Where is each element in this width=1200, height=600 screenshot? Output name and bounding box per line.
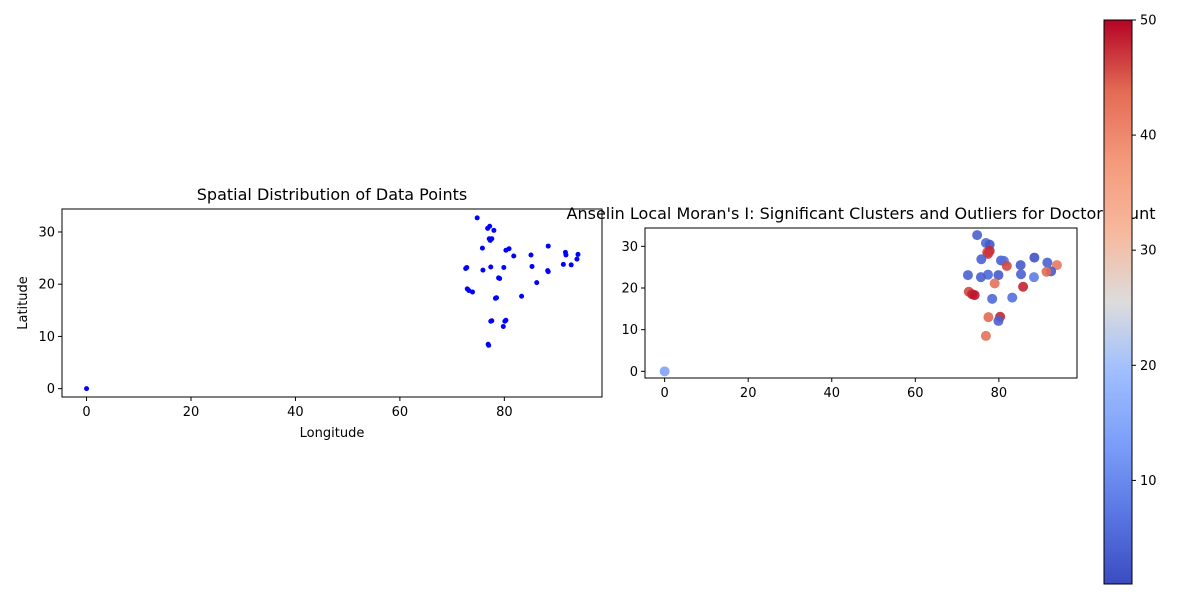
data-point <box>500 324 506 329</box>
colorbar-tick-label: 20 <box>1140 359 1157 374</box>
data-point <box>575 251 581 257</box>
chart2-y-tick-label: 30 <box>621 240 638 255</box>
moran-point <box>1016 269 1027 280</box>
moran-point <box>1028 272 1039 283</box>
moran-point <box>980 330 991 341</box>
chart2-y-tick-label: 10 <box>621 323 638 338</box>
data-point <box>563 252 569 258</box>
data-point <box>545 243 551 249</box>
moran-point <box>989 278 1000 289</box>
moran-point <box>1015 260 1026 271</box>
chart1-y-tick-label: 0 <box>47 382 55 397</box>
chart1-x-tick-label: 40 <box>287 405 304 420</box>
moran-point <box>1051 260 1062 271</box>
moran-point <box>983 248 994 259</box>
colorbar-tick-label: 30 <box>1140 244 1157 259</box>
data-point <box>511 253 517 259</box>
data-point <box>560 261 566 267</box>
moran-point <box>975 272 986 283</box>
chart2-x-tick-label: 40 <box>823 386 840 401</box>
data-point <box>491 227 497 233</box>
chart1-x-tick-label: 80 <box>496 405 513 420</box>
data-point <box>492 295 498 301</box>
chart2-axes-frame <box>644 227 1078 379</box>
moran-point <box>969 290 980 301</box>
moran-point <box>993 270 1004 281</box>
chart2-title: Anselin Local Moran's I: Significant Clu… <box>567 204 1156 223</box>
moran-point <box>983 312 994 323</box>
chart2-x-tick-label: 80 <box>991 386 1008 401</box>
data-point <box>534 280 540 286</box>
chart2-y-tick-label: 20 <box>621 282 638 297</box>
colorbar-tick-label: 50 <box>1140 14 1157 29</box>
chart1-x-tick-label: 60 <box>392 405 409 420</box>
chart2-y-tick-label: 0 <box>630 365 638 380</box>
data-point <box>545 269 551 275</box>
chart2-ticks: 0 20 40 60 80 0 10 20 30 <box>621 240 1007 401</box>
chart1-x-tick-label: 20 <box>183 405 200 420</box>
data-point <box>519 293 525 299</box>
chart1-y-axis-label: Latitude <box>16 276 31 330</box>
chart2-x-tick-label: 20 <box>740 386 757 401</box>
chart-spatial-distribution: Spatial Distribution of Data Points 0 20 4… <box>16 185 603 441</box>
moran-point <box>1029 252 1040 263</box>
chart2-plot-area <box>659 230 1062 377</box>
chart1-y-tick-label: 10 <box>38 330 55 345</box>
chart1-y-tick-label: 30 <box>38 225 55 240</box>
moran-point <box>976 254 987 265</box>
data-point <box>529 263 535 269</box>
chart1-x-axis-label: Longitude <box>300 426 365 441</box>
data-point <box>474 215 480 221</box>
data-point <box>84 386 90 392</box>
chart2-x-tick-label: 0 <box>660 386 668 401</box>
moran-point <box>993 315 1004 326</box>
chart2-x-tick-label: 60 <box>907 386 924 401</box>
data-point <box>502 318 508 324</box>
moran-point <box>1018 281 1029 292</box>
data-point <box>480 267 486 273</box>
chart-local-morans-i: 0 20 40 60 80 0 10 20 30 Anselin Local Moran's I… <box>567 204 1156 401</box>
colorbar-tick-label: 40 <box>1140 129 1157 144</box>
data-point <box>469 289 475 295</box>
data-point <box>488 318 494 324</box>
moran-point <box>987 293 998 304</box>
data-point <box>479 245 485 251</box>
data-point <box>464 264 470 270</box>
data-point <box>501 264 507 270</box>
data-point <box>528 252 534 258</box>
moran-point <box>962 270 973 281</box>
moran-point <box>659 366 670 377</box>
colorbar-ticks: 10 20 30 40 50 <box>1132 14 1157 489</box>
colorbar-tick-label: 10 <box>1140 474 1157 489</box>
data-point <box>487 237 493 243</box>
chart1-y-tick-label: 20 <box>38 278 55 293</box>
moran-point <box>1041 266 1052 277</box>
data-point <box>486 342 492 348</box>
colorbar-gradient <box>1103 19 1133 585</box>
colorbar: 10 20 30 40 50 <box>1103 14 1157 585</box>
chart1-ticks: 0 20 40 60 80 0 10 20 30 <box>38 225 512 420</box>
moran-point <box>1007 292 1018 303</box>
data-point <box>488 264 494 270</box>
chart1-x-tick-label: 0 <box>82 405 90 420</box>
data-point <box>496 275 502 281</box>
chart1-plot-area <box>84 215 581 392</box>
data-point <box>506 246 512 252</box>
data-point <box>487 223 493 229</box>
moran-point <box>1042 257 1053 268</box>
moran-point <box>972 230 983 241</box>
chart1-axes-frame <box>61 208 603 398</box>
data-point <box>574 256 580 262</box>
data-point <box>568 262 574 268</box>
chart1-title: Spatial Distribution of Data Points <box>197 185 467 204</box>
moran-point <box>1001 260 1012 271</box>
